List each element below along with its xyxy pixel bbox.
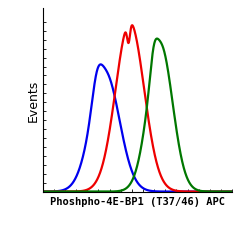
X-axis label: Phoshpho-4E-BP1 (T37/46) APC: Phoshpho-4E-BP1 (T37/46) APC bbox=[50, 196, 225, 206]
Y-axis label: Events: Events bbox=[27, 79, 40, 122]
